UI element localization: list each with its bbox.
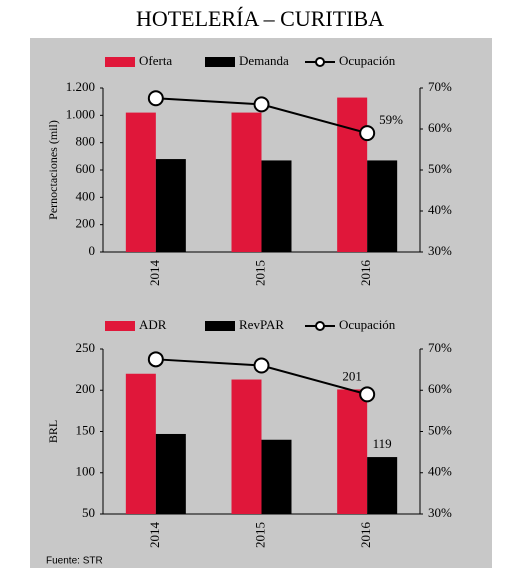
y-tick-label: 200 [76,216,96,231]
legend-swatch [205,321,235,331]
bar [125,373,156,514]
y2-tick-label: 70% [428,79,452,94]
bar [125,112,156,252]
y-tick-label: 400 [76,188,96,203]
y-axis-label: BRL [46,420,60,443]
bar [261,160,292,252]
bar [367,457,398,514]
line-marker [359,386,376,403]
legend-marker [315,57,325,67]
x-tick-label: 2014 [147,522,162,549]
y2-tick-label: 40% [428,464,452,479]
y2-tick-label: 40% [428,202,452,217]
bar [367,160,398,252]
y-tick-label: 250 [76,340,96,355]
y-tick-label: 600 [76,161,96,176]
legend-label: ADR [139,317,167,332]
y-tick-label: 200 [76,381,96,396]
y-tick-label: 1.000 [66,106,95,121]
x-tick-label: 2015 [252,522,267,548]
bar [231,379,262,514]
y-tick-label: 0 [89,243,96,258]
legend-swatch [105,57,135,67]
line-marker [147,90,164,107]
y-tick-label: 150 [76,422,96,437]
x-tick-label: 2015 [252,260,267,286]
y-tick-label: 100 [76,464,96,479]
legend-label: Ocupación [339,317,396,332]
bar [155,433,186,514]
chart-title: HOTELERÍA – CURITIBA [136,6,384,31]
bar [337,97,368,252]
bar [337,389,368,514]
x-tick-label: 2016 [358,260,373,287]
legend-label: Oferta [139,53,172,68]
y-axis-label: Pernoctaciones (mil) [46,120,60,220]
data-label: 59% [379,112,403,127]
y2-tick-label: 70% [428,340,452,355]
y-tick-label: 1.200 [66,79,95,94]
data-label: 201 [342,368,362,383]
y2-tick-label: 60% [428,120,452,135]
bar [155,159,186,252]
legend-swatch [105,321,135,331]
legend-label: Ocupación [339,53,396,68]
y2-tick-label: 30% [428,243,452,258]
y2-tick-label: 50% [428,161,452,176]
legend-label: RevPAR [239,317,284,332]
legend-label: Demanda [239,53,289,68]
legend-marker [315,321,325,331]
y-tick-label: 50 [82,505,95,520]
line-marker [253,357,270,374]
bar [231,112,262,252]
legend-swatch [205,57,235,67]
line-marker [359,125,376,142]
y2-tick-label: 30% [428,505,452,520]
line-marker [253,96,270,113]
x-tick-label: 2014 [147,260,162,287]
bar [261,439,292,514]
y2-tick-label: 50% [428,422,452,437]
x-tick-label: 2016 [358,522,373,549]
y-tick-label: 800 [76,134,96,149]
y2-tick-label: 60% [428,381,452,396]
source: Fuente: STR [46,556,103,567]
data-label: 119 [373,436,392,451]
line-marker [147,351,164,368]
